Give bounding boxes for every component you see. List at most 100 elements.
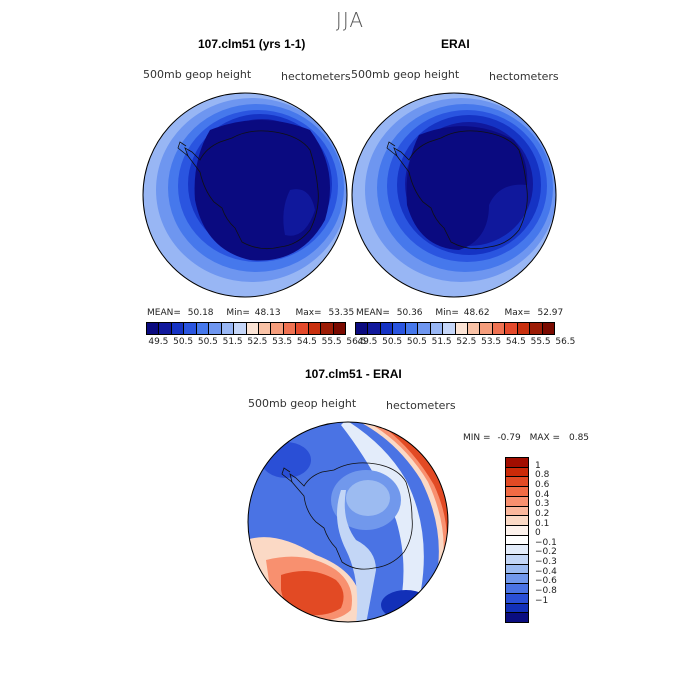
colorbar-tick-label: 56.5 — [346, 337, 367, 347]
colorbar-tick-label: 56.5 — [555, 337, 576, 347]
colorbar-swatch — [480, 323, 493, 334]
colorbar-swatch — [443, 323, 456, 334]
panel2-contour-fill — [352, 93, 556, 297]
colorbar-tick-label: 50.5 — [382, 337, 403, 347]
diff-contour-fill — [248, 422, 448, 622]
panel1-max-value: 53.35 — [328, 308, 355, 318]
colorbar-label: −0.6 — [535, 576, 557, 587]
colorbar-swatch — [258, 323, 272, 334]
panel2-map — [351, 92, 557, 298]
colorbar-tick-label: 49.5 — [148, 337, 169, 347]
panel2-mean-label: MEAN= — [356, 308, 390, 318]
colorbar-swatch — [506, 613, 528, 622]
panel2-mean-value: 50.36 — [396, 308, 423, 318]
colorbar-swatch — [506, 506, 528, 517]
panel1-mean-label: MEAN= — [147, 308, 181, 318]
colorbar-swatch — [506, 525, 528, 536]
colorbar-tick-label: 55.5 — [530, 337, 551, 347]
colorbar-label: 0.3 — [535, 499, 550, 510]
colorbar-swatch — [271, 323, 284, 334]
colorbar-swatch — [530, 323, 543, 334]
colorbar-swatch — [221, 323, 235, 334]
colorbar-label: 0.2 — [535, 508, 550, 519]
panel2-colorbar-ticks: 49.5 50.5 50.5 51.5 52.5 53.5 54.5 55.5 56.5 — [355, 337, 575, 349]
panel1-min-label: Min= — [226, 308, 250, 318]
diff-variable-label: 500mb geop height — [248, 397, 357, 410]
panel1-map — [142, 92, 348, 298]
colorbar-label: 0.6 — [535, 479, 550, 490]
panel2-min-value: 48.62 — [463, 308, 490, 318]
diff-min-value: -0.79 — [497, 433, 521, 443]
panel2-antarctica-outline — [386, 130, 528, 250]
colorbar-swatch — [506, 545, 528, 556]
colorbar-swatch — [380, 323, 394, 334]
colorbar-label: −0.4 — [535, 566, 557, 577]
colorbar-tick-label: 55.5 — [321, 337, 342, 347]
panel2-colorbar — [355, 322, 555, 335]
colorbar-swatch — [506, 458, 528, 468]
panel1-mean-value: 50.18 — [187, 308, 214, 318]
colorbar-swatch — [455, 323, 468, 334]
diff-map — [247, 421, 449, 623]
colorbar-tick-label: 49.5 — [357, 337, 378, 347]
colorbar-label: −0.1 — [535, 537, 557, 548]
panel1-variable-label: 500mb geop height — [143, 68, 252, 81]
diff-max-label: MAX = — [529, 433, 561, 443]
panel2-variable-label: 500mb geop height — [351, 68, 460, 81]
colorbar-swatch — [506, 496, 528, 507]
diff-max-value: 0.85 — [568, 433, 590, 443]
season-title: JJA — [335, 8, 365, 32]
colorbar-swatch — [506, 535, 528, 546]
panel1-colorbar — [146, 322, 346, 335]
colorbar-swatch — [506, 467, 528, 478]
panel2-stats: MEAN= 50.36 Min= 48.62 Max= 52.97 — [356, 308, 563, 318]
colorbar-swatch — [492, 323, 506, 334]
diff-units-label: hectometers — [386, 399, 456, 412]
panel2-max-value: 52.97 — [537, 308, 564, 318]
colorbar-swatch — [321, 323, 334, 334]
panel2-units-label: hectometers — [489, 70, 559, 83]
colorbar-swatch — [171, 323, 185, 334]
colorbar-label: 0.4 — [535, 489, 550, 500]
colorbar-tick-label: 52.5 — [456, 337, 477, 347]
colorbar-label: 0 — [535, 528, 541, 539]
panel1-max-label: Max= — [295, 308, 322, 318]
colorbar-swatch — [246, 323, 259, 334]
diff-antarctica-outline — [281, 462, 413, 570]
colorbar-label: 0.8 — [535, 470, 550, 481]
colorbar-label: −1 — [535, 595, 549, 606]
colorbar-swatch — [209, 323, 222, 334]
colorbar-swatch — [184, 323, 197, 334]
colorbar-swatch — [506, 603, 528, 614]
panel1-title: 107.clm51 (yrs 1-1) — [198, 37, 306, 51]
colorbar-swatch — [506, 516, 528, 526]
colorbar-tick-label: 51.5 — [222, 337, 243, 347]
colorbar-swatch — [234, 323, 247, 334]
colorbar-swatch — [405, 323, 419, 334]
colorbar-tick-label: 53.5 — [272, 337, 293, 347]
diff-title: 107.clm51 - ERAI — [305, 367, 402, 381]
colorbar-tick-label: 54.5 — [296, 337, 317, 347]
colorbar-swatch — [505, 323, 518, 334]
panel2-title: ERAI — [441, 37, 470, 51]
colorbar-swatch — [506, 487, 528, 497]
colorbar-tick-label: 50.5 — [197, 337, 218, 347]
colorbar-swatch — [506, 574, 528, 585]
colorbar-swatch — [517, 323, 531, 334]
colorbar-swatch — [147, 323, 160, 334]
colorbar-swatch — [296, 323, 309, 334]
colorbar-swatch — [333, 323, 345, 334]
colorbar-swatch — [542, 323, 554, 334]
panel1-units-label: hectometers — [281, 70, 351, 83]
colorbar-tick-label: 52.5 — [247, 337, 268, 347]
panel2-min-label: Min= — [435, 308, 459, 318]
colorbar-swatch — [467, 323, 481, 334]
panel2-max-label: Max= — [504, 308, 531, 318]
colorbar-label: −0.3 — [535, 557, 557, 568]
colorbar-tick-label: 50.5 — [406, 337, 427, 347]
panel1-min-value: 48.13 — [254, 308, 281, 318]
colorbar-label: 0.1 — [535, 518, 550, 529]
colorbar-label: −0.2 — [535, 547, 557, 558]
colorbar-swatch — [368, 323, 381, 334]
colorbar-swatch — [418, 323, 431, 334]
